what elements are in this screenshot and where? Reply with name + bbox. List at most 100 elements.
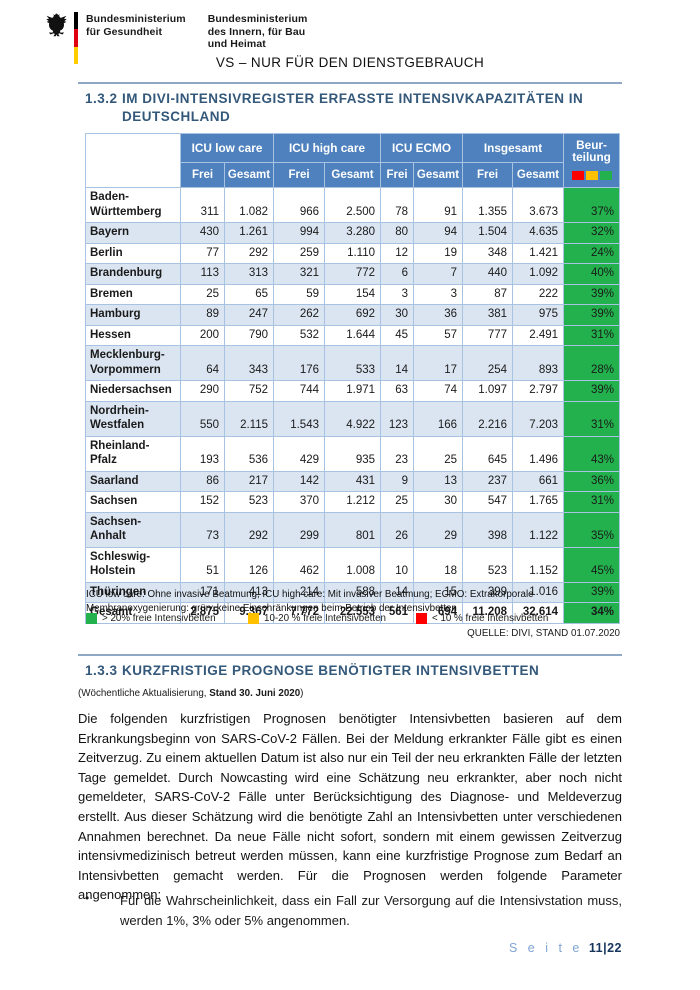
value-cell: 259: [273, 242, 325, 264]
bullet-marker: •: [85, 891, 90, 905]
legend-item: 10-20 % freie Intensivbetten: [248, 613, 416, 624]
subheader-frei: Frei: [273, 162, 325, 188]
value-cell: 2.500: [323, 187, 382, 223]
value-cell: 86: [180, 470, 225, 492]
assessment-percent-cell: 36%: [563, 470, 621, 492]
value-cell: 94: [413, 222, 464, 244]
value-cell: 431: [323, 470, 382, 492]
col-group-icu-low-care: ICU low care: [180, 133, 274, 163]
value-cell: 25: [180, 283, 225, 305]
value-cell: 254: [462, 345, 514, 381]
value-cell: 1.261: [224, 222, 274, 244]
value-cell: 78: [380, 187, 415, 223]
assessment-percent-cell: 39%: [563, 380, 621, 402]
value-cell: 222: [512, 283, 565, 305]
german-flag-stripe-icon: [74, 12, 78, 64]
assessment-percent-cell: 24%: [563, 242, 621, 264]
value-cell: 1.543: [273, 400, 325, 437]
assessment-line1: Beur-: [576, 138, 607, 152]
value-cell: 123: [380, 400, 415, 437]
value-cell: 430: [180, 222, 225, 244]
value-cell: 6: [380, 263, 415, 285]
value-cell: 744: [273, 380, 325, 402]
assessment-percent-cell: 31%: [563, 491, 621, 513]
subheader-gesamt: Gesamt: [224, 162, 274, 188]
value-cell: 262: [273, 304, 325, 326]
assessment-percent-cell: 34%: [563, 602, 621, 624]
value-cell: 74: [413, 380, 464, 402]
ministry-interior-name: Bundesministerium des Innern, für Bau un…: [208, 10, 308, 51]
value-cell: 1.152: [512, 546, 565, 583]
value-cell: 80: [380, 222, 415, 244]
section-133-number: 1.3.3: [85, 663, 118, 678]
value-cell: 893: [512, 345, 565, 381]
page-footer: S e i t e 11|22: [78, 941, 622, 955]
ministry-health-name: Bundesministerium für Gesundheit: [86, 10, 186, 38]
assessment-percent-cell: 39%: [563, 581, 621, 603]
table-row: Niedersachsen 290 752 744 1.971 63 74 1.097 2.79…: [85, 380, 621, 402]
col-assessment-header: Beur- teilung: [563, 133, 621, 188]
state-name-cell: Niedersachsen: [85, 380, 181, 402]
value-cell: 1.016: [512, 581, 565, 603]
state-name-cell: Sachsen-Anhalt: [85, 511, 181, 548]
value-cell: 13: [413, 470, 464, 492]
value-cell: 532: [273, 324, 325, 346]
ministry-interior-line1: Bundesministerium: [207, 13, 308, 25]
value-cell: 292: [224, 511, 274, 548]
value-cell: 166: [413, 400, 464, 437]
value-cell: 994: [273, 222, 325, 244]
federal-eagle-icon: [46, 13, 67, 37]
value-cell: 381: [462, 304, 514, 326]
value-cell: 292: [224, 242, 274, 264]
assessment-percent-cell: 39%: [563, 283, 621, 305]
value-cell: 1.097: [462, 380, 514, 402]
traffic-light-squares: [564, 170, 619, 182]
value-cell: 290: [180, 380, 225, 402]
legend-label: < 10 % freie Intensivbetten: [432, 613, 549, 624]
value-cell: 22.553: [323, 602, 382, 624]
value-cell: 975: [512, 304, 565, 326]
value-cell: 1.092: [512, 263, 565, 285]
value-cell: 299: [273, 511, 325, 548]
value-cell: 51: [180, 546, 225, 583]
state-name-cell: Hamburg: [85, 304, 181, 326]
value-cell: 321: [273, 263, 325, 285]
value-cell: 801: [323, 511, 382, 548]
state-name-cell: Rheinland-Pfalz: [85, 435, 181, 472]
value-cell: 113: [180, 263, 225, 285]
value-cell: 45: [380, 324, 415, 346]
section-132-number: 1.3.2: [85, 91, 118, 106]
value-cell: 2.797: [512, 380, 565, 402]
ministry-health-line2: für Gesundheit: [86, 25, 163, 38]
value-cell: 2.115: [224, 400, 274, 437]
corner-cell: [85, 133, 181, 188]
value-cell: 1.110: [323, 242, 382, 264]
value-cell: 1.971: [323, 380, 382, 402]
table-row: Thüringen 171 413 214 588 14 15 399 1.016 39%: [85, 581, 621, 603]
table-body: Baden-Württemberg 311 1.082 966 2.500 78 91 1.3…: [85, 187, 621, 624]
value-cell: 3.673: [512, 187, 565, 223]
value-cell: 10: [380, 546, 415, 583]
section-132-title: IM DIVI-INTENSIVREGISTER ERFASSTE INTENS…: [122, 91, 584, 124]
value-cell: 7.203: [512, 400, 565, 437]
update-note-suffix: ): [300, 688, 304, 699]
value-cell: 935: [323, 435, 382, 472]
footer-label: S e i t e: [508, 941, 583, 955]
assessment-percent-cell: 45%: [563, 546, 621, 583]
value-cell: 23: [380, 435, 415, 472]
value-cell: 1.082: [224, 187, 274, 223]
table-row: Schleswig-Holstein 51 126 462 1.008 10 18 523 1.…: [85, 546, 621, 583]
value-cell: 661: [512, 470, 565, 492]
ministry-health-line1: Bundesministerium: [86, 13, 186, 25]
value-cell: 777: [462, 324, 514, 346]
value-cell: 77: [180, 242, 225, 264]
value-cell: 413: [224, 581, 274, 603]
state-name-cell: Brandenburg: [85, 263, 181, 285]
value-cell: 4.922: [323, 400, 382, 437]
table-total-row: Gesamt 2.875 9.367 7.772 22.553 561 694 11.208 3…: [85, 602, 621, 624]
value-cell: 91: [413, 187, 464, 223]
assessment-percent-cell: 39%: [563, 304, 621, 326]
value-cell: 462: [273, 546, 325, 583]
subheader-frei: Frei: [180, 162, 225, 188]
